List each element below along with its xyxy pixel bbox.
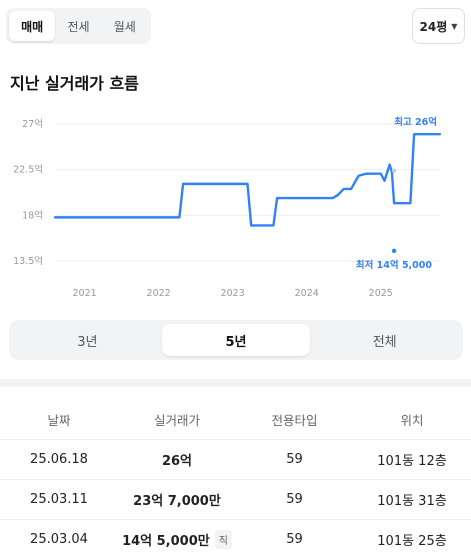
period-tabs: 3년 5년 전체 — [9, 320, 463, 360]
section-title: 지난 실거래가 흐름 — [10, 74, 139, 93]
direct-trade-badge: 직 — [214, 530, 232, 549]
table-row[interactable]: 25.06.18 26억 59 101동 12층 — [0, 440, 471, 480]
table-row[interactable]: 25.03.04 14억 5,000만 직 59 101동 25층 — [0, 520, 471, 555]
row-price: 23억 7,000만 — [133, 494, 221, 509]
row-type: 59 — [286, 532, 303, 547]
row-location: 101동 25층 — [377, 534, 447, 549]
row-date: 25.06.18 — [30, 452, 88, 467]
size-dropdown-label: 24평 — [419, 19, 448, 34]
row-price: 14억 5,000만 — [122, 534, 210, 549]
row-location: 101동 31층 — [377, 494, 447, 509]
header-date: 날짜 — [47, 413, 71, 428]
row-date: 25.03.04 — [30, 532, 88, 547]
x-tick-label: 2022 — [147, 288, 171, 299]
header-location: 위치 — [400, 413, 424, 428]
size-dropdown[interactable]: 24평 ▼ — [412, 8, 465, 44]
row-location: 101동 12층 — [377, 454, 447, 469]
tab-jeonse[interactable]: 전세 — [67, 19, 90, 34]
header-type: 전용타입 — [271, 413, 318, 428]
data-point — [391, 168, 397, 173]
price-chart-svg: 27억 22.5억 18억 13.5억 2021 2022 2023 2024 2025 최고 2… — [13, 116, 442, 299]
table-header: 날짜 실거래가 전용타입 위치 — [0, 400, 471, 440]
y-tick-label: 18억 — [22, 209, 43, 221]
row-type: 59 — [286, 492, 303, 507]
tab-all[interactable]: 전체 — [372, 334, 397, 350]
x-tick-label: 2023 — [221, 288, 245, 299]
x-tick-label: 2024 — [295, 288, 319, 299]
trade-type-tabs: 매매 전세 월세 — [6, 8, 151, 44]
transactions-table: 날짜 실거래가 전용타입 위치 25.06.18 26억 59 101동 12층… — [0, 400, 471, 555]
y-tick-label: 27억 — [22, 118, 43, 130]
tab-3-years[interactable]: 3년 — [77, 334, 98, 350]
series-line — [53, 132, 442, 227]
caret-down-icon: ▼ — [451, 21, 458, 31]
data-point — [391, 248, 397, 254]
row-price: 26억 — [161, 454, 193, 469]
y-tick-label: 13.5억 — [13, 255, 43, 267]
row-type: 59 — [286, 452, 303, 467]
tab-monthly-rent[interactable]: 월세 — [113, 19, 136, 34]
table-row[interactable]: 25.03.11 23억 7,000만 59 101동 31층 — [0, 480, 471, 520]
tab-5-years[interactable]: 5년 — [161, 324, 311, 356]
x-tick-label: 2025 — [369, 288, 393, 299]
min-price-label: 최저 14억 5,000 — [356, 259, 432, 271]
row-price-cell: 14억 5,000만 직 — [118, 530, 236, 549]
header-price: 실거래가 — [153, 413, 200, 428]
section-divider — [0, 379, 471, 387]
y-tick-label: 22.5억 — [13, 164, 43, 176]
price-chart: 27억 22.5억 18억 13.5억 2021 2022 2023 2024 2025 최고 2… — [0, 108, 471, 300]
tab-sale[interactable]: 매매 — [9, 11, 56, 41]
row-date: 25.03.11 — [30, 492, 88, 507]
x-tick-label: 2021 — [73, 288, 97, 299]
max-price-label: 최고 26억 — [394, 116, 437, 128]
